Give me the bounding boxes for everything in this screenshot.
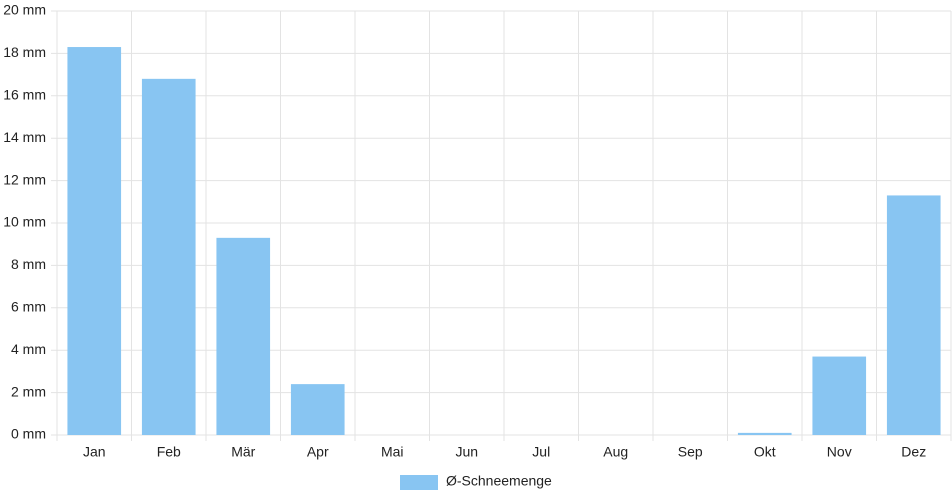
bar	[141, 78, 196, 435]
bar	[67, 47, 122, 435]
bar	[216, 237, 271, 435]
y-tick-label: 6 mm	[11, 299, 46, 315]
y-tick-label: 20 mm	[3, 2, 46, 18]
x-tick-label: Nov	[827, 444, 852, 460]
y-tick-label: 16 mm	[3, 87, 46, 103]
legend-label: Ø-Schneemenge	[446, 473, 552, 489]
y-tick-label: 4 mm	[11, 341, 46, 357]
y-tick-label: 12 mm	[3, 171, 46, 187]
x-tick-label: Dez	[901, 444, 926, 460]
x-tick-label: Jun	[455, 444, 478, 460]
x-tick-label: Mär	[231, 444, 255, 460]
x-tick-label: Feb	[157, 444, 181, 460]
x-tick-label: Okt	[754, 444, 776, 460]
y-tick-label: 8 mm	[11, 256, 46, 272]
x-tick-label: Apr	[307, 444, 329, 460]
y-tick-label: 18 mm	[3, 44, 46, 60]
bar	[886, 195, 941, 435]
x-tick-label: Jan	[83, 444, 106, 460]
y-tick-label: 14 mm	[3, 129, 46, 145]
x-tick-label: Mai	[381, 444, 404, 460]
x-tick-label: Jul	[532, 444, 550, 460]
bar	[812, 356, 867, 435]
x-tick-label: Aug	[603, 444, 628, 460]
bar	[290, 384, 345, 435]
y-tick-label: 2 mm	[11, 383, 46, 399]
legend-swatch	[400, 475, 438, 490]
bar	[737, 432, 792, 435]
y-tick-label: 10 mm	[3, 214, 46, 230]
x-tick-label: Sep	[678, 444, 703, 460]
y-tick-label: 0 mm	[11, 426, 46, 442]
